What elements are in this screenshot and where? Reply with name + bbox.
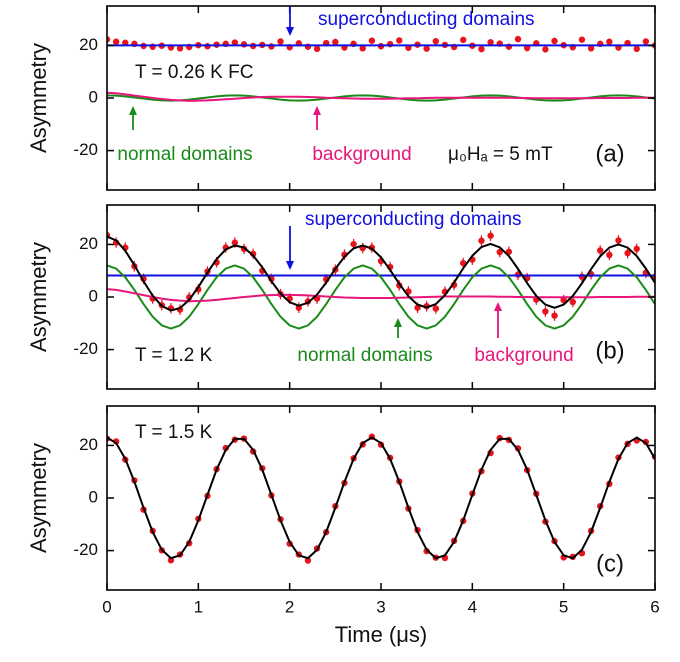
fit-line [107,235,655,312]
plot-frame [106,204,656,390]
x-tick-label: 5 [559,597,568,616]
data-point [633,245,640,253]
fit-line [107,94,655,102]
x-tick-label: 2 [285,597,294,616]
x-axis-label: Time (μs) [335,622,428,647]
data-point [176,45,184,52]
annotation: T = 0.26 K FC [135,62,253,83]
plot-area [107,433,655,564]
panel-label: (b) [595,337,624,364]
data-point [551,37,558,45]
plot-area [107,35,655,102]
series-label: normal domains [297,345,432,366]
y-tick-label: 0 [89,87,98,106]
data-point [313,45,321,53]
data-point [249,250,257,258]
data-point [523,44,531,52]
y-tick-label: -20 [73,540,98,559]
data-point [542,308,549,315]
data-point [359,45,366,52]
data-point [615,237,622,244]
arrow-head [494,302,502,311]
y-tick-label: 0 [89,286,98,305]
arrow-head [286,27,294,36]
data-point [587,45,595,52]
data-point [268,43,275,50]
annotation: T = 1.2 K [135,345,213,366]
data-point [423,45,430,52]
data-point [122,39,129,46]
series-label: superconducting domains [318,9,535,30]
fit-line [107,264,655,330]
data-point [432,38,439,45]
y-tick-label: 20 [79,435,98,454]
arrow-head [394,318,402,327]
data-point [606,38,613,45]
plot-area [107,229,655,330]
x-tick-label: 0 [102,597,111,616]
data-point [414,304,421,311]
series-label: superconducting domains [305,209,522,230]
data-point [112,38,120,45]
plot-frame [106,405,656,591]
data-point [231,239,239,246]
arrow-head [286,261,294,270]
data-point [277,38,284,45]
data-point [551,312,558,319]
data-point [432,305,439,312]
series-label: background [312,144,411,165]
y-tick-label: 20 [79,35,98,54]
data-point [478,45,485,53]
data-point [624,249,631,257]
data-point [597,247,604,254]
data-point [496,248,503,256]
data-point [332,38,339,46]
data-point [368,37,376,44]
fit-line [107,288,655,303]
data-point [478,237,485,244]
y-tick-label: 20 [79,234,98,253]
data-point [240,41,248,48]
fit-line [107,436,655,560]
data-point [396,37,403,44]
x-tick-label: 1 [194,597,203,616]
y-axis-label: Asymmetry [26,43,51,153]
data-point [542,46,549,53]
x-tick-label: 4 [468,597,477,616]
x-tick-label: 3 [376,597,385,616]
y-axis-label: Asymmetry [26,242,51,352]
data-point [487,39,494,46]
plot-frame [106,5,656,191]
data-point [514,35,522,43]
x-tick-label: 6 [650,597,659,616]
data-point [487,232,494,239]
y-tick-label: 0 [89,487,98,506]
y-tick-label: -20 [73,339,98,358]
panel-label: (a) [595,140,624,167]
annotation: μ₀Hₐ = 5 mT [448,144,553,165]
data-point [304,557,312,564]
arrow-head [313,106,321,115]
data-point [231,39,239,46]
y-axis-label: Asymmetry [26,443,51,553]
data-point [606,251,613,259]
data-point [642,38,650,45]
series-label: normal domains [117,144,252,165]
data-point [578,36,586,43]
panel-label: (c) [596,550,624,577]
series-label: background [474,345,573,366]
arrow-head [129,106,137,115]
data-point [350,240,357,248]
data-point [633,45,640,53]
data-point [460,36,467,44]
data-point [569,298,576,306]
fit-line [107,91,655,102]
y-tick-label: -20 [73,140,98,159]
annotation: T = 1.5 K [135,422,213,443]
